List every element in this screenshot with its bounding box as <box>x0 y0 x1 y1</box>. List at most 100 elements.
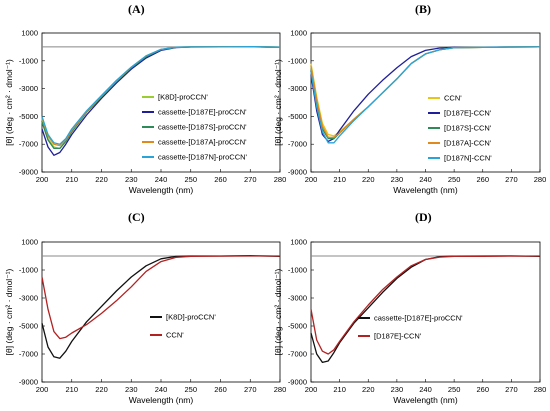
legend-entry: CCN' <box>444 94 462 103</box>
y-tick-label: -1000 <box>288 266 307 275</box>
x-tick-label: 200 <box>36 385 49 394</box>
x-tick-label: 230 <box>125 175 138 184</box>
legend-entry: [D187E]-CCN' <box>444 109 492 118</box>
x-tick-label: 260 <box>476 175 489 184</box>
y-tick-label: -3000 <box>288 84 307 93</box>
y-tick-label: -5000 <box>288 322 307 331</box>
x-tick-label: 250 <box>184 385 197 394</box>
x-tick-label: 210 <box>333 385 346 394</box>
plot-frame <box>310 241 541 383</box>
y-axis-title: [θ] (deg · cm² · dmol⁻¹) <box>4 59 14 146</box>
y-tick-label: -5000 <box>19 112 38 121</box>
legend-entry: [D187N]-CCN' <box>444 154 492 163</box>
y-tick-label: -3000 <box>19 84 38 93</box>
x-tick-label: 200 <box>305 175 318 184</box>
y-axis-title: [θ] (deg · cm² · dmol⁻¹) <box>273 269 283 356</box>
legend-entry: cassette-[D187E]-proCCN' <box>158 108 247 117</box>
x-tick-label: 240 <box>419 385 432 394</box>
legend-entry: cassette-[D187E]-proCCN' <box>374 314 463 323</box>
x-tick-label: 200 <box>36 175 49 184</box>
x-axis-title: Wavelength (nm) <box>393 185 458 195</box>
legend-entry: cassette-[D187A]-proCCN' <box>158 138 247 147</box>
x-tick-label: 210 <box>333 175 346 184</box>
plot-frame <box>41 32 281 173</box>
series-line <box>41 255 280 340</box>
y-tick-label: -9000 <box>19 168 38 177</box>
x-tick-label: 270 <box>244 385 257 394</box>
legend-entry: cassette-[D187S]-proCCN' <box>158 123 247 132</box>
x-axis-title: Wavelength (nm) <box>393 395 458 405</box>
y-axis-title: [θ] (deg · cm² · dmol⁻¹) <box>4 269 14 356</box>
y-tick-label: -7000 <box>288 350 307 359</box>
x-tick-label: 240 <box>155 175 168 184</box>
y-tick-label: 1000 <box>290 29 307 38</box>
y-tick-label: -9000 <box>19 378 38 387</box>
legend-entry: cassette-[D187N]-proCCN' <box>158 153 248 162</box>
y-tick-label: -7000 <box>19 350 38 359</box>
x-tick-label: 210 <box>65 385 78 394</box>
series-line <box>310 255 541 364</box>
panel-letter: (A) <box>128 2 145 16</box>
legend-entry: [K8D]-proCCN' <box>158 93 208 102</box>
y-tick-label: 1000 <box>290 238 307 247</box>
x-tick-label: 220 <box>362 175 375 184</box>
x-tick-label: 280 <box>274 385 287 394</box>
x-tick-label: 280 <box>534 175 547 184</box>
x-tick-label: 260 <box>214 175 227 184</box>
x-tick-label: 280 <box>274 175 287 184</box>
y-tick-label: 1000 <box>21 238 38 247</box>
x-tick-label: 270 <box>505 385 518 394</box>
series-line <box>310 46 541 138</box>
legend-entry: [D187A]-CCN' <box>444 139 492 148</box>
y-tick-label: -3000 <box>19 294 38 303</box>
y-tick-label: -1000 <box>288 56 307 65</box>
x-tick-label: 210 <box>65 175 78 184</box>
y-tick-label: -3000 <box>288 294 307 303</box>
x-tick-label: 220 <box>95 175 108 184</box>
plot-frame <box>41 241 281 383</box>
y-tick-label: -7000 <box>288 140 307 149</box>
y-tick-label: -7000 <box>19 140 38 149</box>
y-tick-label: -5000 <box>19 322 38 331</box>
panel-letter: (D) <box>415 210 432 224</box>
x-tick-label: 220 <box>95 385 108 394</box>
series-line <box>310 46 541 140</box>
x-tick-label: 270 <box>244 175 257 184</box>
y-tick-label: -9000 <box>288 378 307 387</box>
x-tick-label: 250 <box>448 385 461 394</box>
y-axis-title: [θ] (deg · cm² · dmol⁻¹) <box>273 59 283 146</box>
x-tick-label: 260 <box>214 385 227 394</box>
y-tick-label: -1000 <box>19 56 38 65</box>
x-tick-label: 250 <box>184 175 197 184</box>
y-tick-label: 1000 <box>21 29 38 38</box>
x-tick-label: 240 <box>155 385 168 394</box>
x-axis-title: Wavelength (nm) <box>129 185 194 195</box>
series-line <box>41 45 281 145</box>
x-tick-label: 230 <box>391 385 404 394</box>
y-tick-label: -1000 <box>19 266 38 275</box>
x-tick-label: 200 <box>305 385 318 394</box>
panel-letter: (C) <box>128 210 145 224</box>
legend-entry: [D187E]-CCN' <box>374 332 422 341</box>
x-tick-label: 250 <box>448 175 461 184</box>
x-tick-label: 230 <box>125 385 138 394</box>
x-axis-title: Wavelength (nm) <box>129 395 194 405</box>
y-tick-label: -5000 <box>288 112 307 121</box>
legend-entry: [D187S]-CCN' <box>444 124 492 133</box>
legend-entry: CCN' <box>166 331 184 340</box>
panel-letter: (B) <box>415 2 431 16</box>
y-tick-label: -9000 <box>288 168 307 177</box>
x-tick-label: 230 <box>391 175 404 184</box>
x-tick-label: 280 <box>534 385 547 394</box>
series-line <box>310 255 541 355</box>
series-line <box>310 46 541 144</box>
x-tick-label: 240 <box>419 175 432 184</box>
legend-entry: [K8D]-proCCN' <box>166 313 216 322</box>
x-tick-label: 270 <box>505 175 518 184</box>
x-tick-label: 220 <box>362 385 375 394</box>
